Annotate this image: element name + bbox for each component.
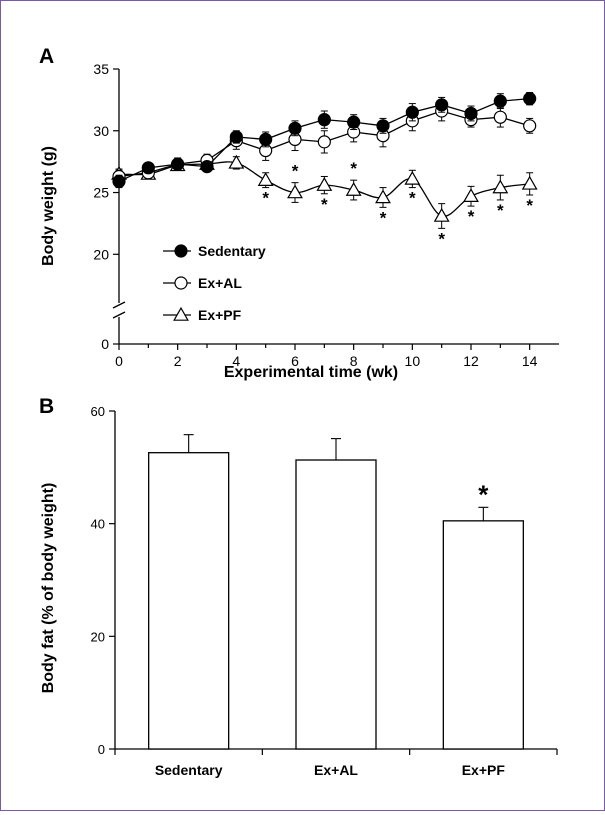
data-point [347, 115, 361, 129]
data-point [228, 154, 245, 169]
bar-category-label: Ex+PF [462, 762, 506, 778]
data-point [523, 92, 537, 106]
legend-marker [174, 276, 188, 290]
legend-item: Ex+AL [163, 275, 242, 291]
legend-marker [174, 244, 188, 258]
legend-item: Sedentary [163, 243, 266, 259]
x-tick-label: 2 [174, 353, 182, 369]
data-point [316, 177, 333, 191]
panel-label-b: B [39, 395, 54, 418]
data-point [141, 161, 155, 175]
data-point [464, 106, 478, 121]
x-tick-label: 12 [463, 353, 479, 369]
legend: Sedentary Ex+AL Ex+PF [163, 243, 266, 323]
bar [442, 520, 524, 750]
y-tick-label: 20 [91, 629, 105, 644]
data-point [405, 105, 419, 119]
axis-break-mark [112, 311, 126, 319]
data-point [171, 157, 185, 171]
legend-label: Ex+PF [198, 307, 242, 323]
significance-star: * [497, 201, 504, 220]
data-point [404, 170, 421, 185]
x-tick-label: 6 [291, 353, 299, 369]
significance-star: * [321, 195, 328, 214]
legend-marker [173, 306, 189, 321]
data-point [288, 121, 302, 135]
significance-star: * [292, 162, 299, 181]
data-point [259, 132, 273, 147]
data-point [112, 174, 126, 189]
legend-label: Ex+AL [198, 275, 242, 291]
x-tick-label: 0 [115, 353, 123, 369]
y-tick-label: 40 [91, 517, 105, 532]
x-tick-label: 4 [232, 353, 240, 369]
x-tick-label: 10 [405, 353, 421, 369]
y-tick-label: 60 [91, 404, 105, 419]
data-point [493, 110, 507, 124]
x-tick-label: 14 [522, 353, 538, 369]
bar-chart-b: 0 20 40 60 Sedentary Ex+AL Ex+PF * [91, 404, 558, 778]
axis-break-mark [112, 301, 126, 309]
significance-star: * [478, 479, 489, 509]
significance-star: * [468, 207, 475, 226]
significance-star: * [380, 208, 387, 227]
data-point [376, 119, 390, 133]
y-tick-label: 30 [93, 123, 109, 139]
y-axis-title-b: Body fat (% of body weight) [40, 483, 57, 694]
y-axis-title-a: Body weight (g) [40, 146, 57, 266]
bar [148, 452, 230, 750]
x-tick-label: 8 [350, 353, 358, 369]
significance-star: * [409, 189, 416, 208]
data-point [493, 94, 507, 108]
bar-category-label: Sedentary [155, 762, 223, 778]
bar-category-label: Ex+AL [314, 762, 358, 778]
x-axis-title-a: Experimental time (wk) [224, 364, 398, 381]
panel-label-a: A [39, 45, 54, 68]
y-tick-label: 25 [93, 185, 109, 201]
legend-label: Sedentary [198, 243, 266, 259]
data-point [257, 172, 274, 186]
data-point [317, 113, 331, 127]
y-tick-label: 0 [98, 742, 105, 757]
data-point [492, 179, 509, 194]
series-sedentary [112, 91, 537, 189]
y-tick-label: 20 [93, 246, 109, 262]
data-point [345, 181, 362, 196]
significance-star: * [438, 229, 445, 248]
significance-star: * [526, 196, 533, 215]
legend-item: Ex+PF [163, 306, 242, 323]
data-point [317, 135, 331, 149]
data-point [521, 175, 538, 190]
data-point [463, 188, 479, 203]
bar [295, 459, 377, 750]
data-point [435, 98, 449, 112]
data-point [287, 184, 303, 199]
data-point [433, 207, 450, 222]
significance-star: * [262, 189, 269, 208]
y-tick-label: 35 [93, 61, 109, 77]
data-point [229, 130, 243, 144]
data-point [375, 189, 391, 204]
significance-star: * [350, 159, 357, 178]
y-tick-label: 0 [101, 336, 109, 352]
line-chart-a: 0 20 25 30 35 0 2 4 6 8 10 12 14 * * * * * * * * * * Sedentary E… [93, 61, 559, 369]
data-point [200, 159, 214, 174]
data-point [523, 119, 537, 133]
